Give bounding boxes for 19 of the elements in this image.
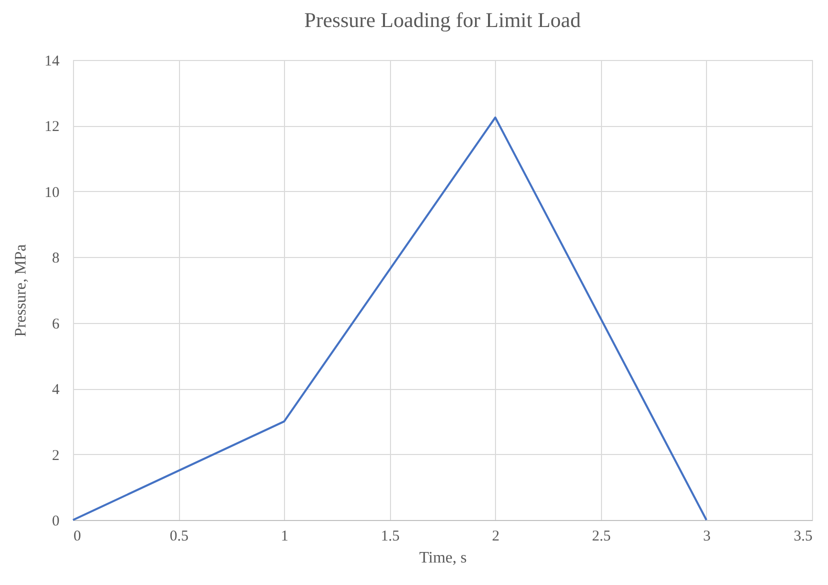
x-tick-label: 3 bbox=[703, 528, 711, 544]
chart-title: Pressure Loading for Limit Load bbox=[304, 8, 582, 32]
x-tick-label: 0 bbox=[74, 528, 81, 544]
y-tick-label: 10 bbox=[44, 184, 60, 201]
x-tick-label: 3.5 bbox=[794, 528, 812, 544]
x-axis-title: Time, s bbox=[419, 550, 467, 566]
y-tick-label: 0 bbox=[52, 514, 60, 530]
y-tick-label: 2 bbox=[52, 448, 60, 464]
x-tick-label: 1 bbox=[280, 528, 288, 544]
x-tick-label: 1.5 bbox=[380, 528, 400, 544]
x-tick-label: 0.5 bbox=[170, 528, 188, 544]
x-tick-label: 2 bbox=[492, 528, 500, 544]
y-axis-title: Pressure, MPa bbox=[12, 244, 30, 337]
y-tick-label: 12 bbox=[44, 119, 60, 136]
y-tick-label: 8 bbox=[52, 250, 60, 267]
y-tick-label: 14 bbox=[44, 54, 60, 70]
y-tick-label: 6 bbox=[52, 316, 60, 332]
y-tick-label: 4 bbox=[52, 382, 60, 398]
x-tick-label: 2.5 bbox=[592, 528, 611, 544]
